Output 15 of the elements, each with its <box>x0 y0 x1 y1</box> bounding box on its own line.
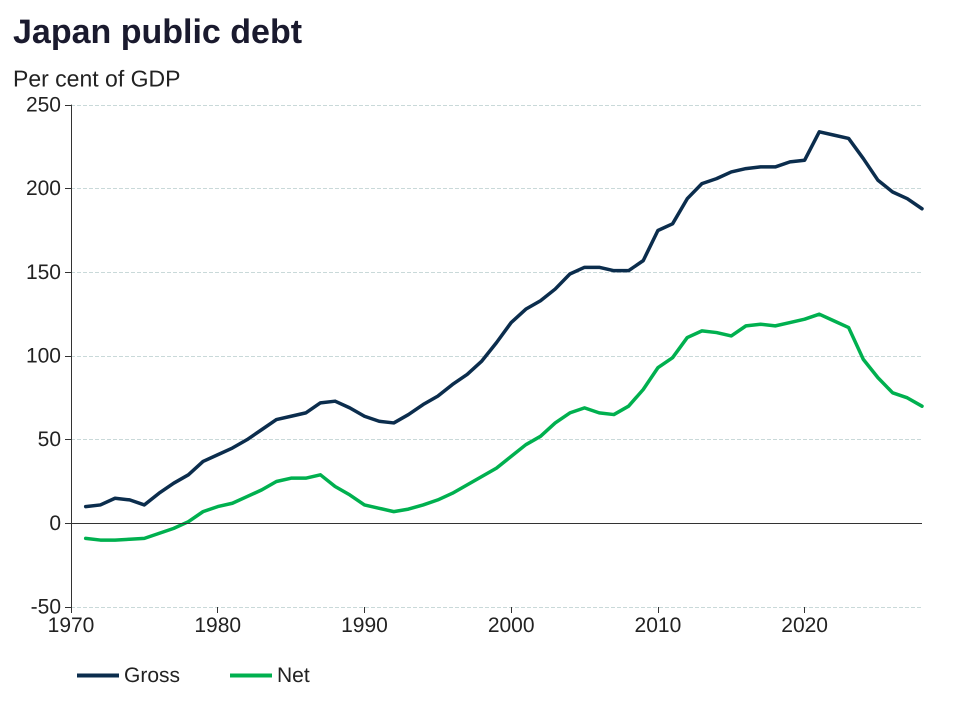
chart-title: Japan public debt <box>13 13 302 51</box>
x-tick-label: 1980 <box>194 614 242 637</box>
legend-label: Gross <box>124 664 180 687</box>
y-axis-title: Per cent of GDP <box>13 66 180 92</box>
x-tick-label: 2000 <box>488 614 535 637</box>
y-tick-label: 50 <box>38 428 61 452</box>
y-tick-label: 150 <box>26 260 61 284</box>
y-tick-label: 250 <box>26 94 61 116</box>
y-tick-label: 200 <box>26 177 61 200</box>
x-tick-label: 2020 <box>781 614 828 637</box>
legend-label: Net <box>277 664 310 687</box>
y-tick-label: 0 <box>49 512 61 535</box>
x-tick-label: 2010 <box>634 614 682 637</box>
y-tick-label: 100 <box>26 344 61 368</box>
x-tick-label: 1990 <box>341 614 388 637</box>
